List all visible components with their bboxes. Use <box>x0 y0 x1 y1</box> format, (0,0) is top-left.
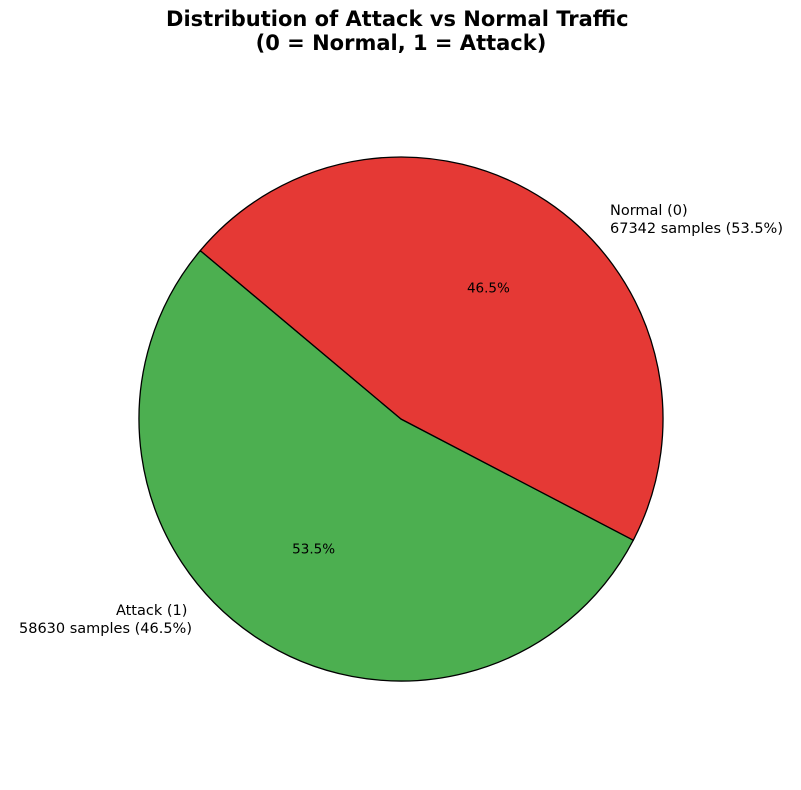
chart-title-line-2: (0 = Normal, 1 = Attack) <box>256 31 547 55</box>
slice-label-normal: Normal (0) 67342 samples (53.5%) <box>610 203 783 237</box>
chart-title: Distribution of Attack vs Normal Traffic… <box>166 7 636 55</box>
slice-label-attack: Attack (1) 58630 samples (46.5%) <box>19 603 192 637</box>
slice-pct-normal: 53.5% <box>292 542 335 558</box>
slice-attack <box>199 156 664 541</box>
slice-label-attack-name: Attack (1) <box>116 603 187 619</box>
pie-slices <box>138 156 664 682</box>
slice-normal <box>138 249 634 682</box>
slice-label-normal-name: Normal (0) <box>610 203 688 219</box>
slice-label-normal-detail: 67342 samples (53.5%) <box>610 221 783 237</box>
chart-title-line-1: Distribution of Attack vs Normal Traffic <box>166 7 629 31</box>
slice-pct-attack: 46.5% <box>467 280 510 296</box>
slice-label-attack-detail: 58630 samples (46.5%) <box>19 621 192 637</box>
